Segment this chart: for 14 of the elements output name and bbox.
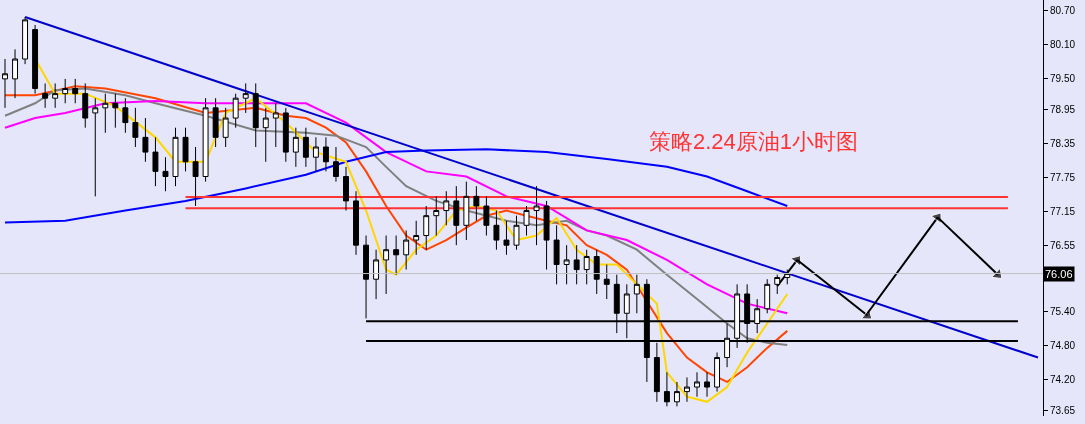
y-tick-label: 78.35 [1050, 138, 1076, 150]
y-tick-label: 74.20 [1050, 373, 1076, 385]
y-tick-label: 80.70 [1050, 4, 1076, 16]
y-tick-label: 79.50 [1050, 72, 1076, 84]
y-tick-label: 80.10 [1050, 38, 1076, 50]
y-tick-label: 76.55 [1050, 240, 1076, 252]
y-tick-label: 77.15 [1050, 206, 1076, 218]
y-tick-label: 74.80 [1050, 339, 1076, 351]
y-tick-label: 78.95 [1050, 104, 1076, 116]
y-tick-label: 75.40 [1050, 305, 1076, 317]
y-tick-label: 77.75 [1050, 172, 1076, 184]
annotation: 策略2.24原油1小时图 [649, 129, 859, 154]
ref-line-label: 76.06 [1045, 268, 1073, 280]
y-tick-label: 73.65 [1050, 404, 1076, 416]
